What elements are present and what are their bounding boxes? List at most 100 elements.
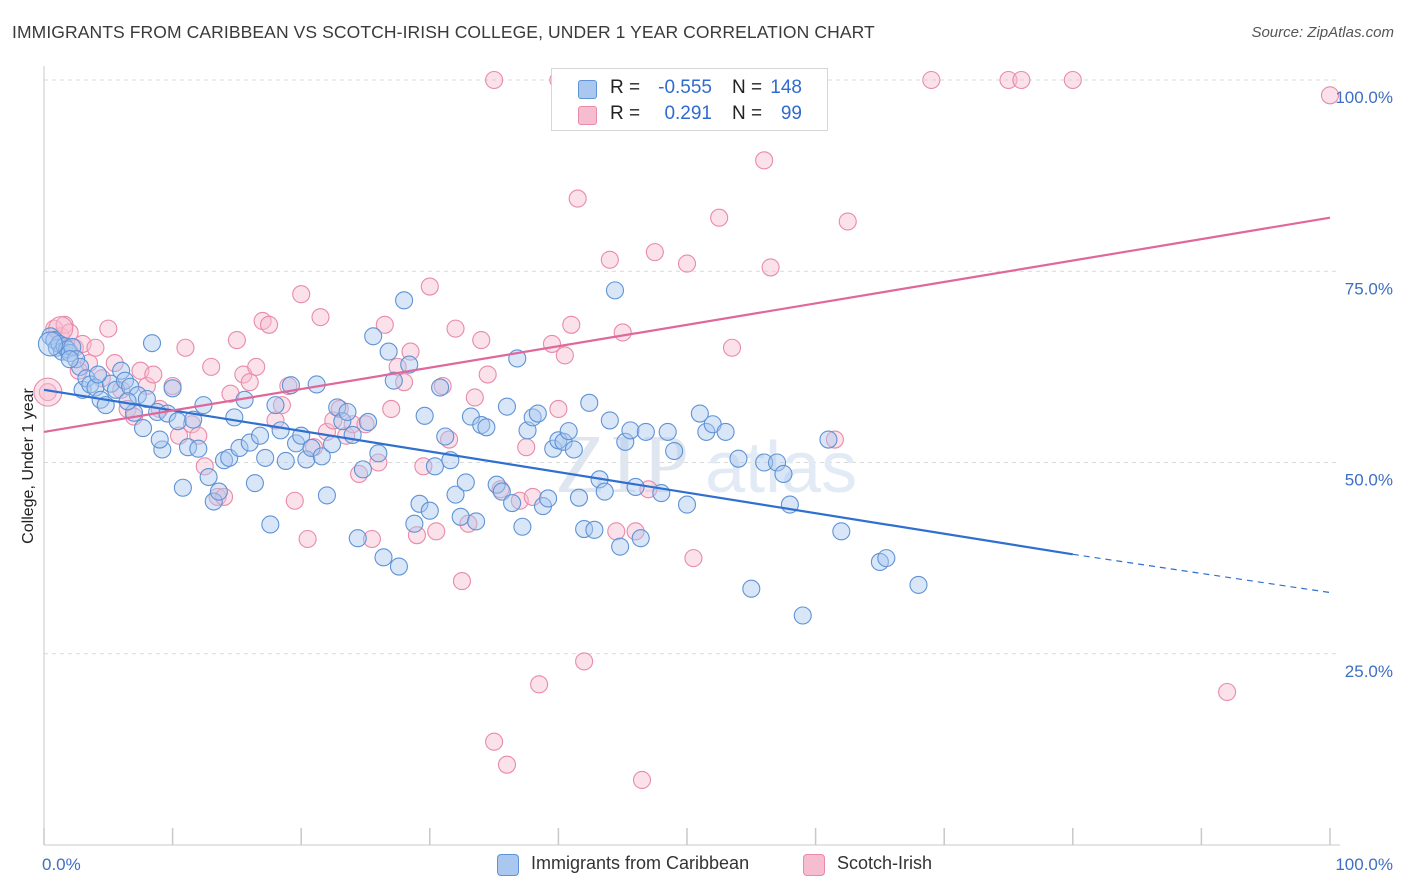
- caribbean-point: [266, 396, 285, 415]
- scotch-irish-point: [401, 342, 420, 361]
- caribbean-point: [333, 412, 352, 431]
- caribbean-points: [37, 281, 928, 625]
- caribbean-point: [774, 464, 793, 484]
- scotch-irish-point: [1320, 86, 1340, 105]
- caribbean-point: [353, 460, 372, 479]
- scotch-irish-point: [523, 487, 542, 506]
- scotch-irish-point: [356, 415, 375, 434]
- caribbean-point: [369, 444, 388, 463]
- caribbean-point: [400, 355, 419, 374]
- x-tick-label: 100.0%: [1335, 855, 1393, 874]
- caribbean-point: [580, 393, 599, 412]
- caribbean-point: [142, 334, 162, 353]
- scotch-irish-point: [999, 70, 1018, 90]
- caribbean-trend-line: [43, 388, 1073, 556]
- scotch-irish-point: [407, 526, 426, 545]
- caribbean-point: [477, 418, 496, 437]
- legend-label: Immigrants from Caribbean: [531, 853, 750, 873]
- caribbean-point: [297, 450, 316, 469]
- caribbean-point: [436, 427, 455, 446]
- caribbean-point: [585, 520, 604, 539]
- caribbean-point: [595, 482, 614, 501]
- caribbean-point: [163, 379, 182, 398]
- scotch-irish-point: [1063, 70, 1082, 90]
- scotch-irish-point: [259, 315, 279, 334]
- caribbean-point: [395, 291, 414, 310]
- r-value: -0.555: [658, 77, 712, 98]
- caribbean-point: [767, 453, 787, 472]
- scotch-irish-point: [375, 315, 394, 334]
- caribbean-point: [755, 453, 774, 472]
- caribbean-point: [384, 371, 403, 390]
- caribbean-point: [909, 575, 928, 594]
- scotch-irish-point: [311, 308, 330, 327]
- stats-legend: R = -0.555 N = 148 R = 0.291 N = 99: [551, 68, 828, 131]
- watermark-atlas: atlas: [705, 428, 857, 508]
- stats-row-scotch-irish: R = 0.291 N = 99: [552, 101, 827, 127]
- chart-title: IMMIGRANTS FROM CARIBBEAN VS SCOTCH-IRIS…: [12, 22, 875, 42]
- caribbean-point: [137, 389, 156, 409]
- gridlines: [44, 79, 1340, 655]
- caribbean-point: [245, 474, 264, 493]
- caribbean-point: [328, 398, 347, 417]
- scotch-irish-point: [247, 357, 266, 376]
- r-label: R =: [610, 77, 641, 98]
- scotch-irish-point: [1012, 70, 1031, 90]
- caribbean-point: [665, 441, 684, 461]
- caribbean-point: [168, 412, 187, 431]
- scotch-irish-point: [472, 331, 491, 350]
- caribbean-point: [256, 448, 275, 467]
- scotch-irish-point: [214, 487, 234, 506]
- caribbean-point: [425, 457, 444, 476]
- scotch-irish-point: [240, 373, 259, 392]
- caribbean-point: [271, 421, 290, 440]
- caribbean-point: [410, 494, 429, 513]
- scotch-irish-point: [369, 453, 388, 472]
- scotch-irish-point: [382, 399, 401, 419]
- scotch-irish-point: [838, 212, 857, 231]
- caribbean-point: [636, 422, 655, 441]
- caribbean-point: [348, 529, 367, 548]
- scotch-irish-point: [485, 70, 504, 90]
- caribbean-point: [420, 501, 439, 520]
- scotch-irish-point: [517, 438, 536, 457]
- caribbean-point: [364, 327, 383, 346]
- caribbean-point: [569, 488, 589, 507]
- scotch-irish-point: [86, 338, 105, 357]
- scotch-irish-point: [575, 652, 594, 671]
- scotch-irish-point: [632, 770, 652, 790]
- series-legend: Immigrants from Caribbean Scotch-Irish: [0, 852, 1406, 878]
- scotch-irish-point: [562, 315, 581, 334]
- scotch-irish-swatch: [578, 106, 597, 125]
- caribbean-point: [112, 361, 131, 380]
- scotch-irish-point: [452, 572, 472, 591]
- y-tick-label: 50.0%: [1345, 471, 1393, 490]
- caribbean-point: [338, 402, 357, 422]
- caribbean-point: [70, 357, 90, 376]
- caribbean-point: [456, 473, 475, 492]
- scotch-irish-point: [144, 365, 163, 384]
- caribbean-point: [60, 350, 79, 369]
- caribbean-point: [204, 492, 223, 511]
- caribbean-point: [631, 529, 650, 548]
- caribbean-point: [690, 404, 709, 423]
- y-tick-label: 25.0%: [1345, 662, 1393, 681]
- scotch-irish-point: [227, 331, 246, 350]
- caribbean-point: [575, 520, 594, 539]
- caribbean-point: [199, 467, 218, 487]
- caribbean-point: [616, 432, 635, 451]
- caribbean-point: [451, 507, 470, 526]
- scotch-irish-point: [555, 346, 574, 365]
- y-axis-title: College, Under 1 year: [20, 388, 37, 544]
- caribbean-point: [225, 408, 244, 427]
- scotch-irish-point: [362, 529, 381, 549]
- scotch-irish-point: [99, 319, 118, 338]
- scotch-irish-point: [427, 522, 446, 541]
- scotch-irish-point: [600, 250, 619, 269]
- caribbean-point: [173, 478, 192, 497]
- caribbean-point: [793, 606, 812, 625]
- caribbean-point: [446, 485, 465, 504]
- axes: [43, 66, 1340, 846]
- x-tick-label: 0.0%: [42, 855, 81, 874]
- caribbean-point: [250, 426, 270, 445]
